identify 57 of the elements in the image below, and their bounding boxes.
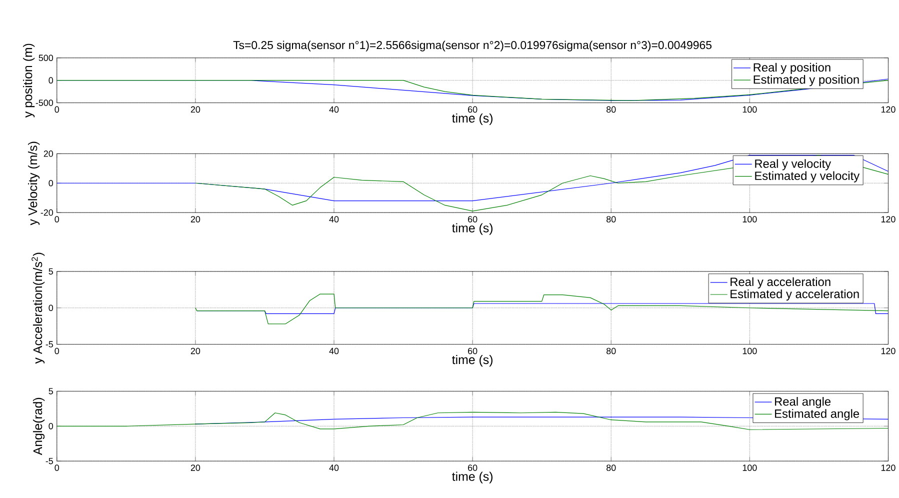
y-tick-label: -5 [46,341,53,348]
y-axis-title: y Acceleration(m/s$^{2}$) [32,252,45,364]
x-tick-label: 0 [54,464,60,471]
x-tick-label: 0 [54,106,60,113]
x-tick-label: 0 [54,348,60,354]
y-tick-label: 0 [48,77,54,84]
x-tick-label: 40 [329,464,339,471]
x-tick-label: 100 [742,464,757,471]
x-tick-label: 40 [329,348,339,354]
y-tick-label: 5 [48,268,53,275]
y-tick-label: -500 [36,100,54,106]
y-tick-label: 20 [44,150,54,157]
y-tick-label: 0 [48,180,54,186]
y-axis-title: y position (m) [23,44,35,118]
x-tick-label: 20 [190,216,200,222]
legend-label: Real y velocity [755,159,832,170]
chart-title: Ts=0.25 sigma(sensor n°1)=2.5566sigma(sensor n°2)=0.019976sigma(sensor n°3)=0.0049965 [233,40,712,52]
legend-label: Real angle [775,397,831,408]
y-tick-label: 0 [48,304,54,312]
legend-label: Real y acceleration [730,277,830,288]
x-tick-label: 60 [468,348,478,354]
x-tick-label: 120 [881,464,896,471]
x-tick-label: 20 [190,464,200,471]
x-tick-label: 100 [742,216,757,222]
x-tick-label: 100 [742,106,757,113]
y-tick-label: -5 [46,458,53,464]
x-tick-label: 20 [190,106,200,113]
x-axis-title: time (s) [452,472,492,484]
x-tick-label: 120 [881,348,896,354]
x-tick-label: 80 [606,106,616,113]
legend-label: Estimated angle [775,409,860,420]
x-tick-label: 20 [190,348,200,354]
legend-label: Estimated y velocity [755,171,860,182]
y-tick-label: 0 [48,422,54,430]
x-tick-label: 120 [881,106,896,113]
y-tick-label: 5 [48,388,53,394]
x-tick-label: 60 [468,216,478,222]
y-tick-label: -20 [40,209,54,216]
x-tick-label: 40 [329,216,339,222]
y-axis-title: Angle(rad) [32,398,45,456]
x-axis-title: time (s) [452,354,492,367]
y-tick-label: 500 [38,54,54,62]
x-tick-label: 60 [468,106,478,113]
x-tick-label: 60 [468,464,478,471]
x-tick-label: 80 [606,348,616,354]
legend-label: Estimated y acceleration [730,289,859,301]
x-axis-title: time (s) [452,113,492,126]
legend-label: Estimated y position [754,75,859,86]
x-tick-label: 80 [606,216,616,222]
x-tick-label: 40 [329,106,339,113]
x-tick-label: 80 [606,464,616,471]
x-tick-label: 100 [742,348,757,354]
x-tick-label: 0 [54,216,60,222]
legend-label: Real y position [754,62,830,74]
y-axis-title: y Velocity (m/s) [28,142,40,226]
x-tick-label: 120 [881,216,896,222]
x-axis-title: time (s) [452,223,492,235]
